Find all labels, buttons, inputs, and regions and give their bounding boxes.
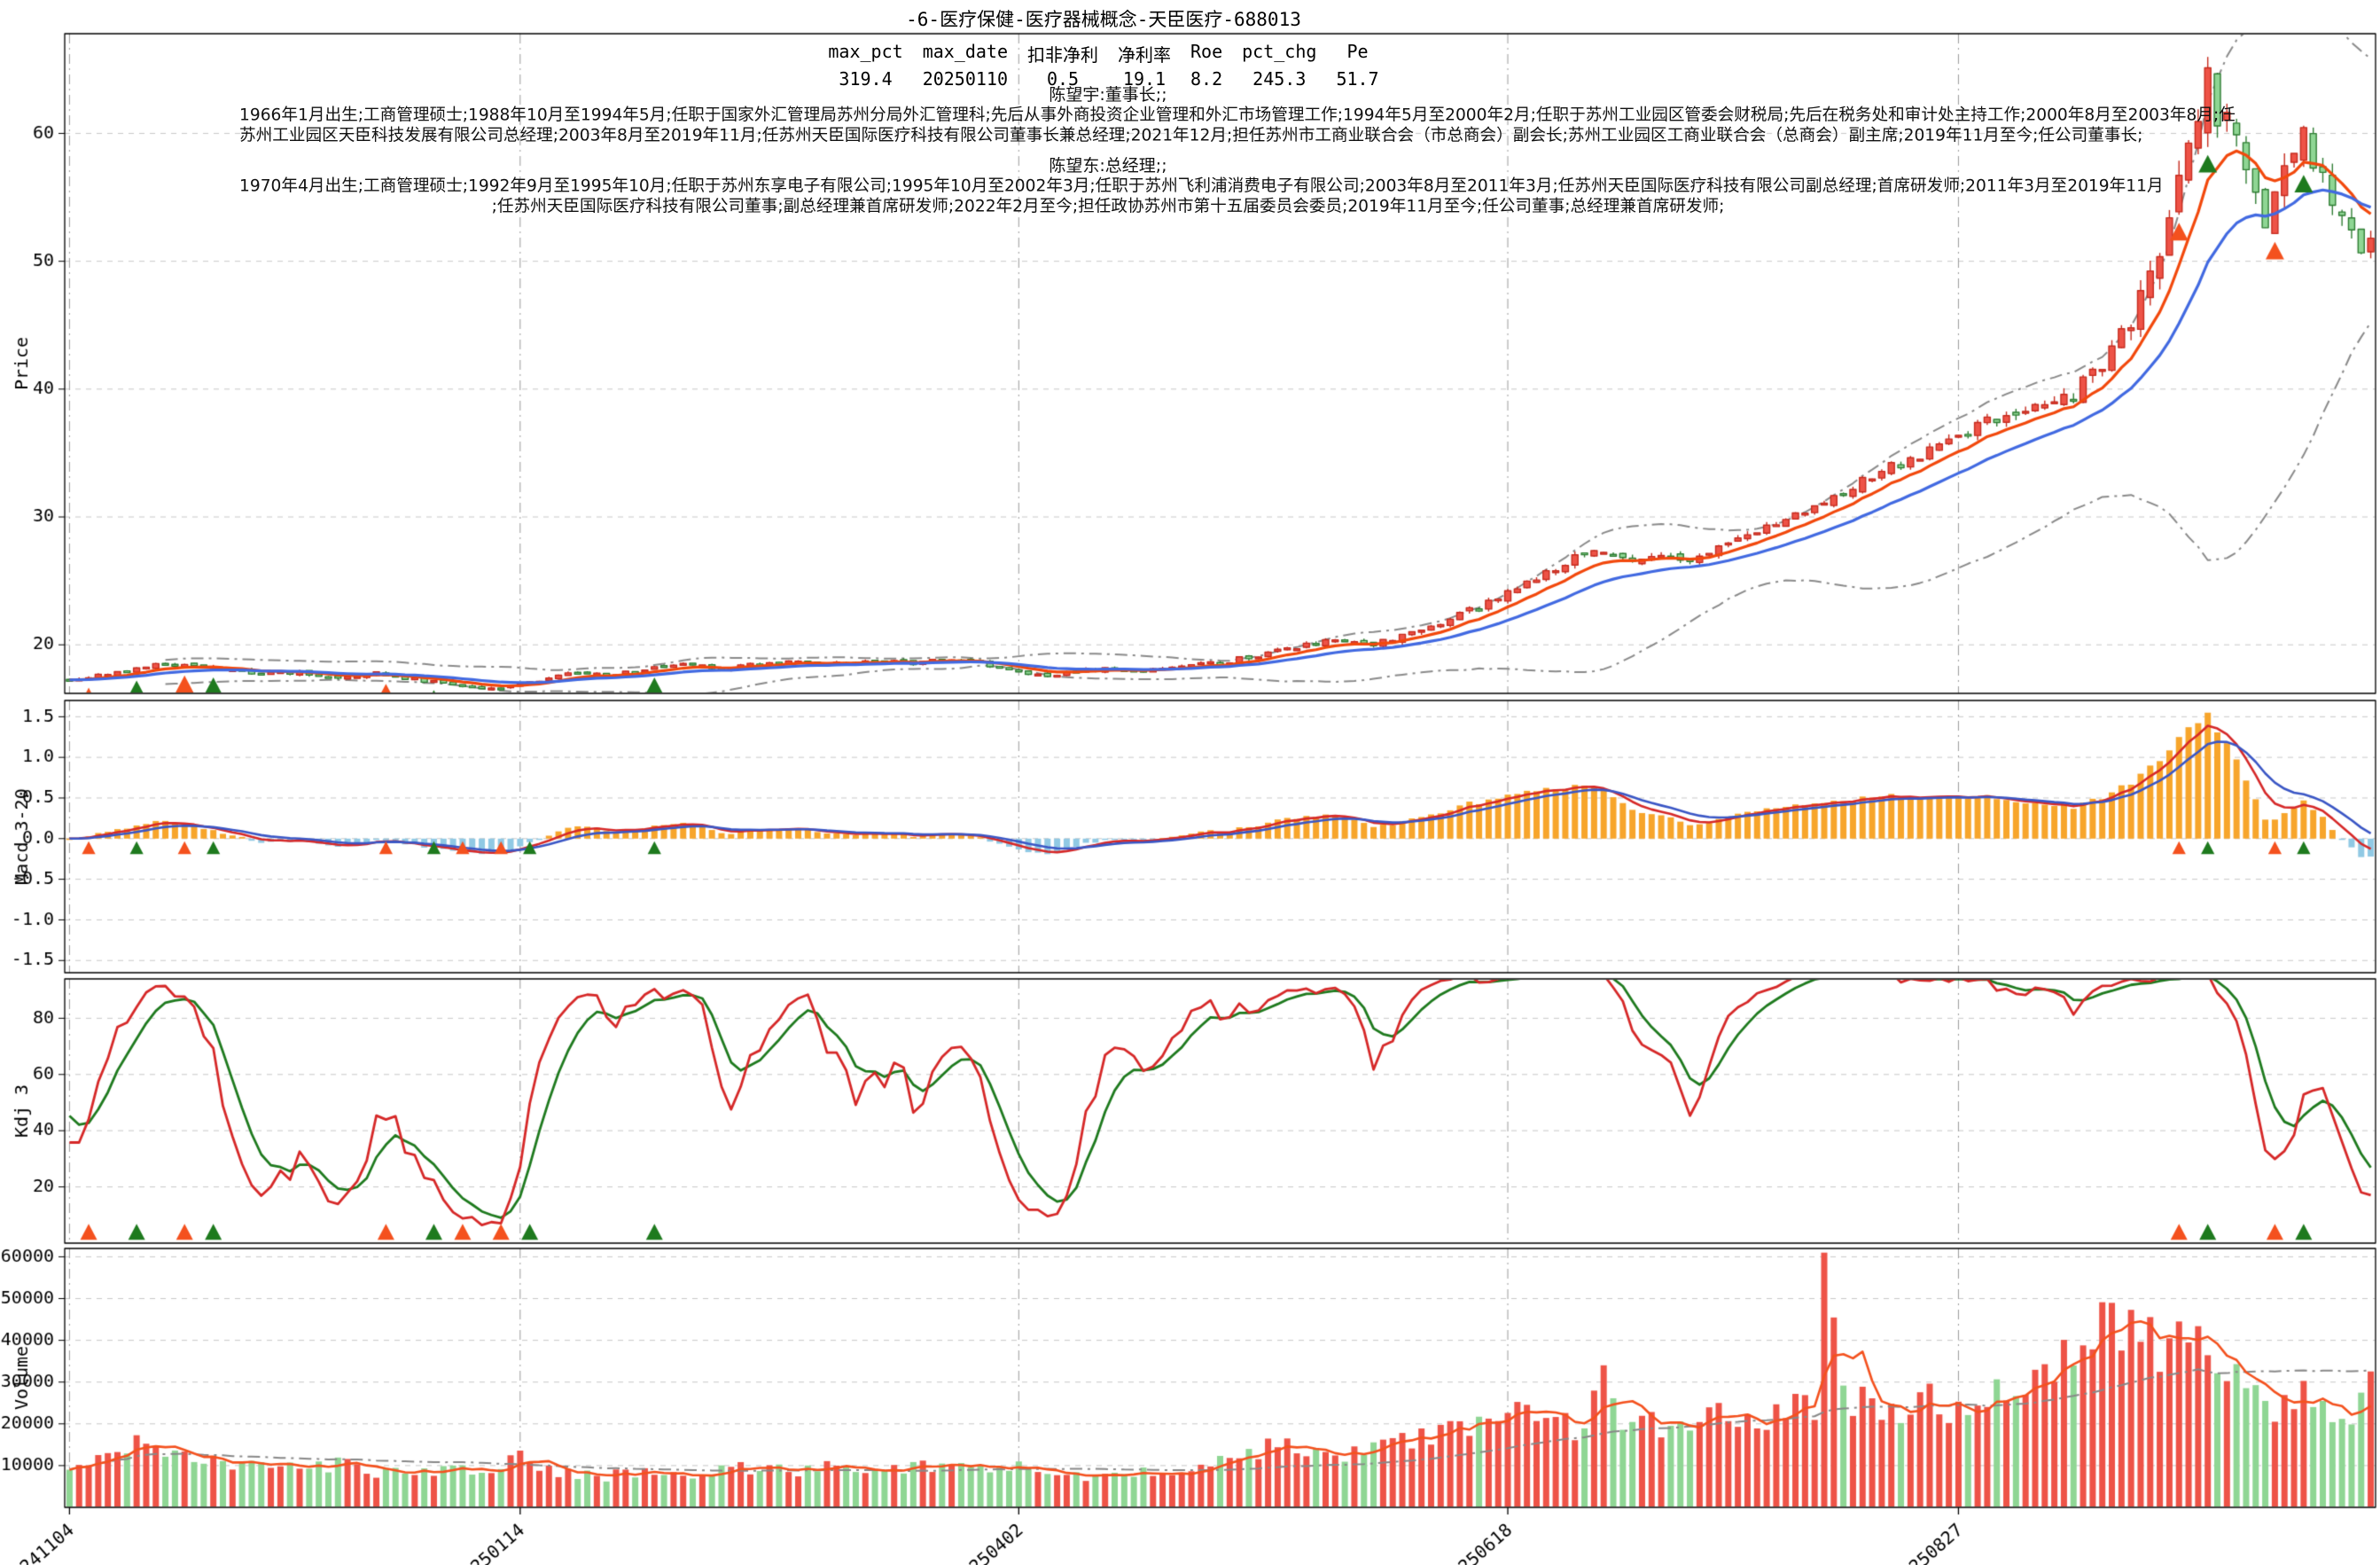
stats-value: 245.3 xyxy=(1252,68,1307,90)
stats-value: 19.1 xyxy=(1122,68,1167,90)
stats-value: 20250110 xyxy=(922,68,1009,90)
stats-value: 8.2 xyxy=(1190,68,1223,90)
stats-value: 319.4 xyxy=(839,68,893,90)
stats-value: 0.5 xyxy=(1046,68,1080,90)
stats-column-header: Roe xyxy=(1190,41,1223,62)
stats-column-header: Pe xyxy=(1346,41,1369,62)
stats-table: max_pct max_date 扣非净利 净利率 Roe pct_chg Pe 319.4 2… xyxy=(828,41,1378,90)
executive-name-role: 陈望东:总经理;; xyxy=(1049,156,1167,176)
executive-bios: 陈望宇:董事长;; 1966年1月出生;工商管理硕士;1988年10月至1994年… xyxy=(222,85,2236,227)
stats-column-header: 扣非净利 xyxy=(1027,44,1099,66)
stats-column-header: pct_chg xyxy=(1242,41,1317,62)
chart-title: -6-医疗保健-医疗器械概念-天臣医疗-688013 xyxy=(906,9,1301,30)
executive-bio-line: 1966年1月出生;工商管理硕士;1988年10月至1994年5月;任职于国家外… xyxy=(239,106,2236,125)
stats-column-header: max_date xyxy=(922,41,1009,62)
executive-bio: 陈望东:总经理;; 1970年4月出生;工商管理硕士;1992年9月至1995年1… xyxy=(222,156,2164,217)
executive-name-role: 陈望宇:董事长;; xyxy=(1049,85,1167,105)
executive-bio: 陈望宇:董事长;; 1966年1月出生;工商管理硕士;1988年10月至1994年… xyxy=(222,85,2236,146)
stats-value: 51.7 xyxy=(1336,68,1379,90)
executive-bio-line: 1970年4月出生;工商管理硕士;1992年9月至1995年10月;任职于苏州东… xyxy=(239,176,2164,196)
stats-column-header: max_pct xyxy=(828,41,903,62)
executive-bio-line: 苏州工业园区天臣科技发展有限公司总经理;2003年8月至2019年11月;任苏州… xyxy=(239,126,2143,145)
executive-bio-line: ;任苏州天臣国际医疗科技有限公司董事;副总经理兼首席研发师;2022年2月至今;… xyxy=(491,197,1725,216)
stats-column-header: 净利率 xyxy=(1118,44,1172,66)
